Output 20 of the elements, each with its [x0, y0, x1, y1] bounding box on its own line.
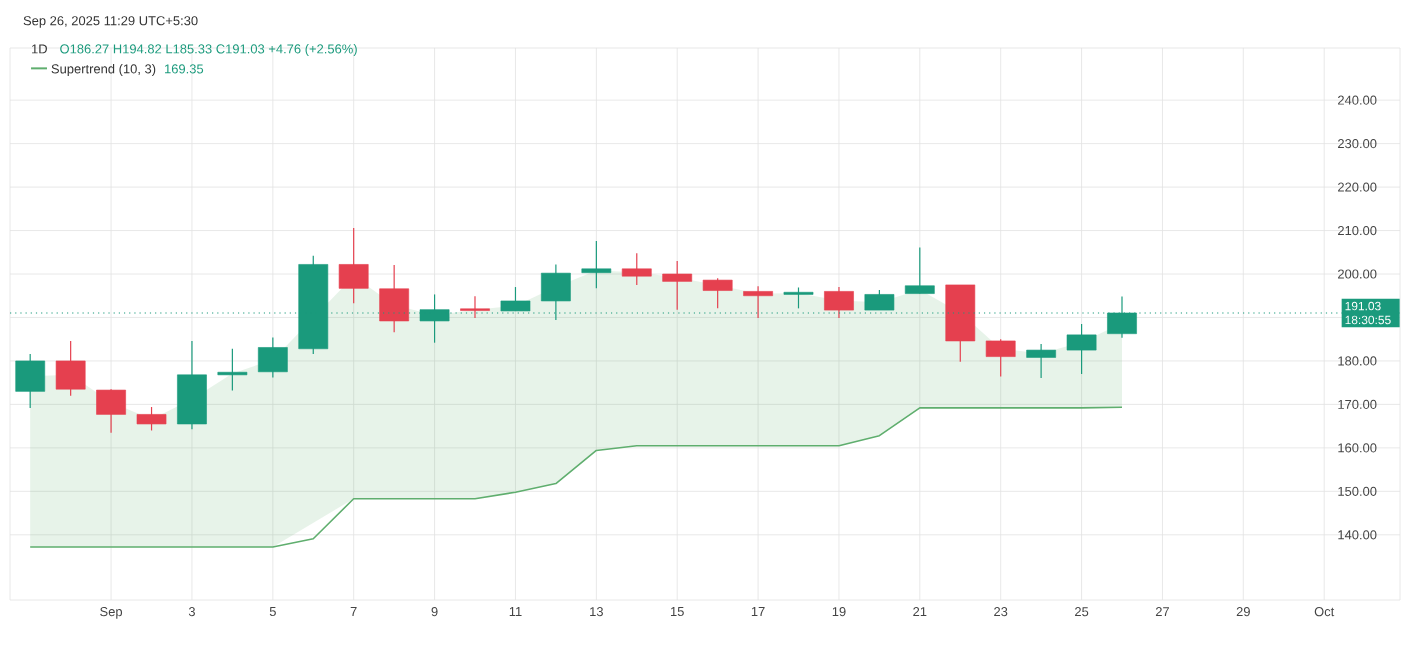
candlestick: [379, 264, 410, 333]
candlestick: [1066, 323, 1097, 375]
candlestick: [621, 252, 652, 286]
candlestick: [1026, 343, 1056, 379]
candlestick: [96, 388, 126, 434]
candlestick: [904, 246, 935, 295]
candlestick: [662, 260, 693, 311]
candlestick: [257, 336, 288, 379]
candlestick: [55, 340, 86, 397]
candlestick: [338, 227, 369, 304]
candlestick: [783, 286, 814, 309]
candlestick: [217, 348, 248, 392]
candlestick: [15, 353, 46, 409]
candlestick: [581, 240, 612, 289]
candlestick: [985, 338, 1016, 378]
candlestick: [460, 295, 490, 319]
candlestick: [136, 406, 167, 432]
candlestick: [702, 277, 733, 309]
candlestick: [743, 285, 773, 319]
candlestick: [824, 286, 854, 319]
